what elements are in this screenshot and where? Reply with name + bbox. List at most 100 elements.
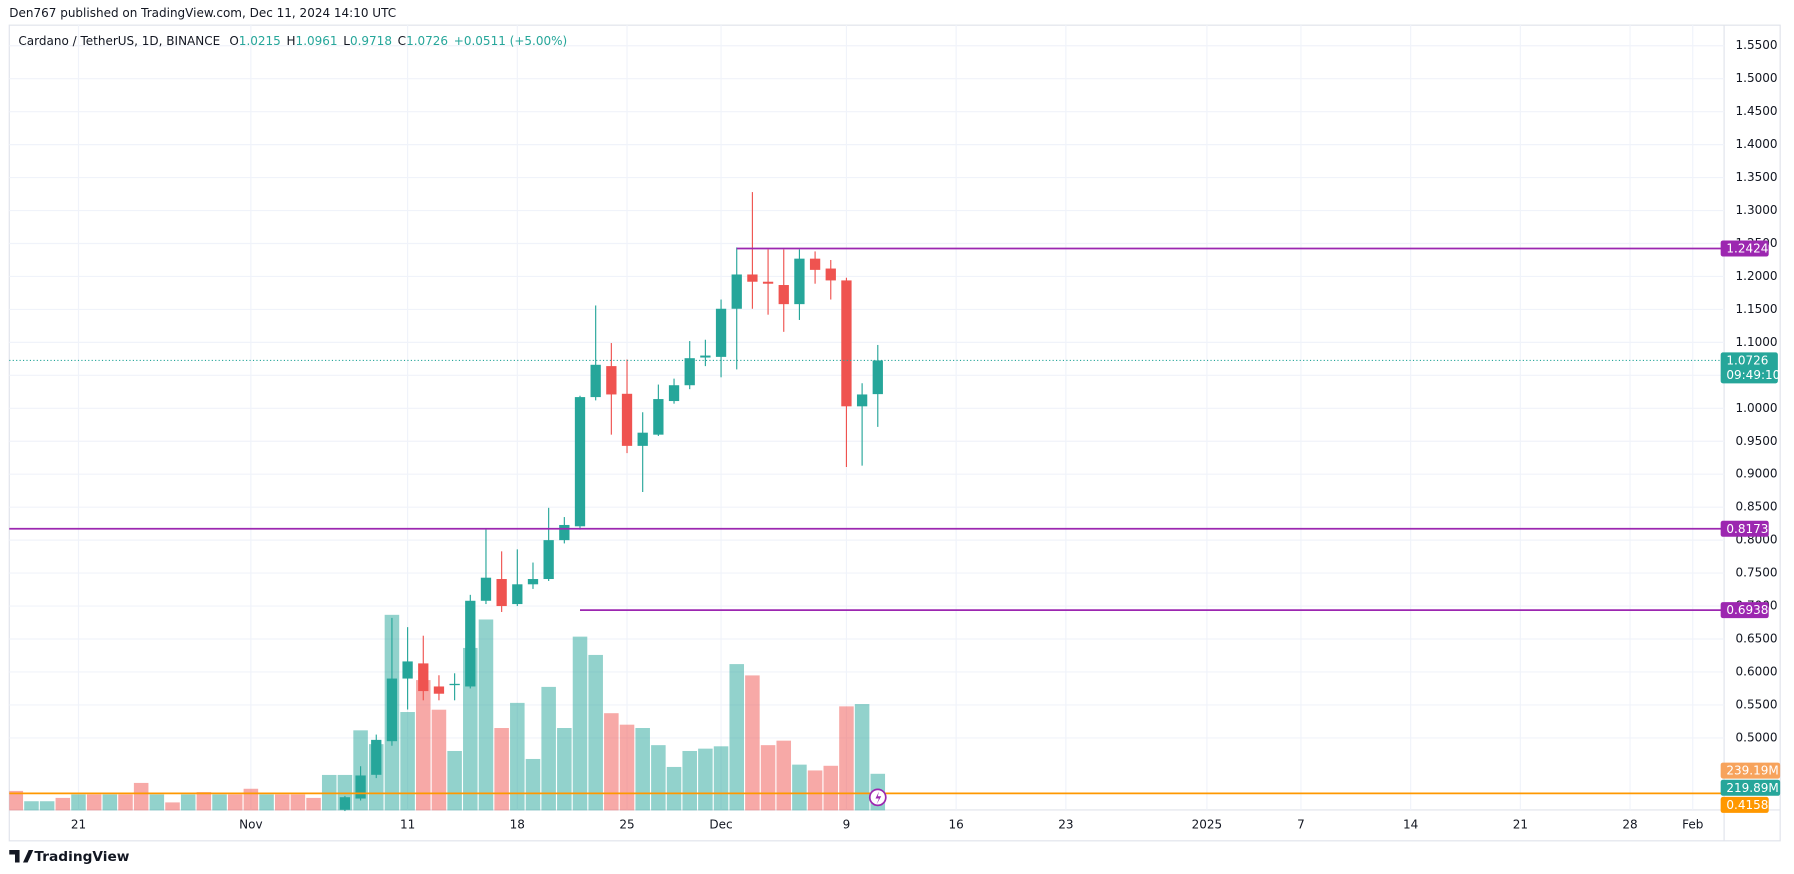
y-tick-label: 1.1000 — [1736, 335, 1778, 349]
legend-symbol: Cardano / TetherUS, 1D, BINANCE — [18, 34, 220, 48]
candle-body — [559, 524, 570, 541]
volume-bar — [149, 794, 165, 811]
level-label-box — [1720, 240, 1769, 257]
candle-body — [621, 393, 633, 446]
volume-bar — [651, 745, 666, 811]
volume-label: 219.89M — [1726, 781, 1778, 795]
candle-body — [715, 308, 727, 357]
chart-frame — [8, 24, 1781, 842]
volume-bar — [9, 790, 24, 811]
candle-body — [480, 577, 492, 601]
volume-bar — [259, 794, 274, 811]
candle-body — [762, 281, 774, 284]
x-tick-label: 25 — [619, 817, 634, 831]
candle-body — [574, 397, 586, 527]
volume-bar — [400, 712, 415, 811]
y-tick-label: 0.8500 — [1736, 500, 1778, 514]
legend-value: 0.9718 — [350, 34, 392, 48]
volume-bar — [463, 647, 478, 811]
volume-bar — [635, 728, 650, 811]
candle-body — [355, 775, 366, 799]
y-tick-label: 1.3000 — [1736, 203, 1778, 217]
volume-bar — [431, 709, 447, 811]
x-tick-label: 7 — [1297, 817, 1305, 831]
x-tick-label: 21 — [1513, 817, 1528, 831]
x-tick-label: 16 — [949, 817, 964, 831]
candle-body — [856, 394, 868, 407]
volume-bar — [854, 704, 870, 811]
countdown-label: 09:49:10 — [1726, 368, 1780, 382]
candle-body — [386, 678, 398, 742]
x-tick-label: 11 — [400, 817, 415, 831]
volume-bar — [243, 788, 259, 811]
y-tick-label: 1.5500 — [1736, 38, 1778, 52]
candle-body — [684, 358, 695, 386]
candle-body — [512, 584, 523, 605]
volume-bar — [306, 797, 321, 811]
legend: Cardano / TetherUS, 1D, BINANCE O1.0215 H1… — [18, 34, 567, 48]
candle-body — [653, 399, 664, 435]
y-tick-label: 0.7500 — [1736, 566, 1778, 580]
legend-key: O — [229, 34, 238, 48]
volume-bar — [541, 686, 556, 811]
candle-body — [778, 285, 789, 305]
candle-body — [339, 797, 351, 810]
volume-bar — [39, 801, 55, 811]
volume-bar — [416, 680, 431, 811]
candle-body — [872, 360, 883, 395]
legend-value: 1.0961 — [296, 34, 338, 48]
x-tick-label: 2025 — [1192, 817, 1223, 831]
level-label-box — [1720, 602, 1769, 619]
candle-body — [590, 364, 601, 398]
volume-bar — [807, 770, 823, 811]
volume-ma-label: 239.19M — [1726, 764, 1778, 778]
candle-body — [841, 280, 852, 407]
brand: TradingView — [34, 849, 129, 865]
volume-bar — [133, 782, 149, 811]
y-tick-label: 0.9500 — [1736, 434, 1778, 448]
candle-body — [731, 274, 742, 309]
volume-bar — [604, 713, 619, 811]
x-tick-label: Feb — [1682, 817, 1703, 831]
candle-body — [794, 258, 805, 305]
last-price-label: 1.0726 — [1726, 354, 1768, 368]
volume-bar — [71, 794, 86, 811]
volume-bar — [619, 724, 635, 811]
volume-bar — [557, 728, 572, 811]
y-tick-label: 1.1500 — [1736, 302, 1778, 316]
y-tick-label: 1.3500 — [1736, 170, 1778, 184]
volume-bar — [290, 794, 306, 811]
level-label: 0.8173 — [1726, 522, 1768, 536]
legend-key: L — [343, 34, 350, 48]
volume-bar — [713, 746, 729, 811]
brand-logo — [9, 849, 34, 863]
x-tick-label: 21 — [71, 817, 86, 831]
y-tick-label: 0.6000 — [1736, 664, 1778, 678]
level-label-box — [1720, 520, 1769, 537]
volume-bar — [745, 675, 760, 811]
volume-bar — [839, 706, 854, 811]
volume-bar — [494, 728, 509, 811]
y-tick-label: 1.5000 — [1736, 71, 1778, 85]
x-tick-label: Nov — [239, 817, 262, 831]
candle-body — [747, 274, 758, 282]
y-tick-label: 1.4000 — [1736, 137, 1778, 151]
legend-value: 1.0726 — [406, 34, 448, 48]
candle-body — [606, 366, 617, 395]
volume-bar — [729, 664, 744, 811]
level-label: 0.4158 — [1726, 798, 1768, 812]
candle-body — [465, 600, 476, 687]
x-tick-label: 18 — [510, 817, 525, 831]
volume-ma-label-box — [1720, 762, 1781, 779]
x-tick-label: Dec — [709, 817, 732, 831]
volume-bar — [666, 766, 682, 811]
level-label: 0.6938 — [1726, 603, 1768, 617]
volume-bar — [118, 794, 133, 811]
last-price-box — [1720, 352, 1778, 384]
y-tick-label: 0.6500 — [1736, 632, 1778, 646]
volume-bar — [24, 801, 39, 811]
volume-bar — [55, 797, 71, 811]
candle-body — [449, 683, 460, 686]
